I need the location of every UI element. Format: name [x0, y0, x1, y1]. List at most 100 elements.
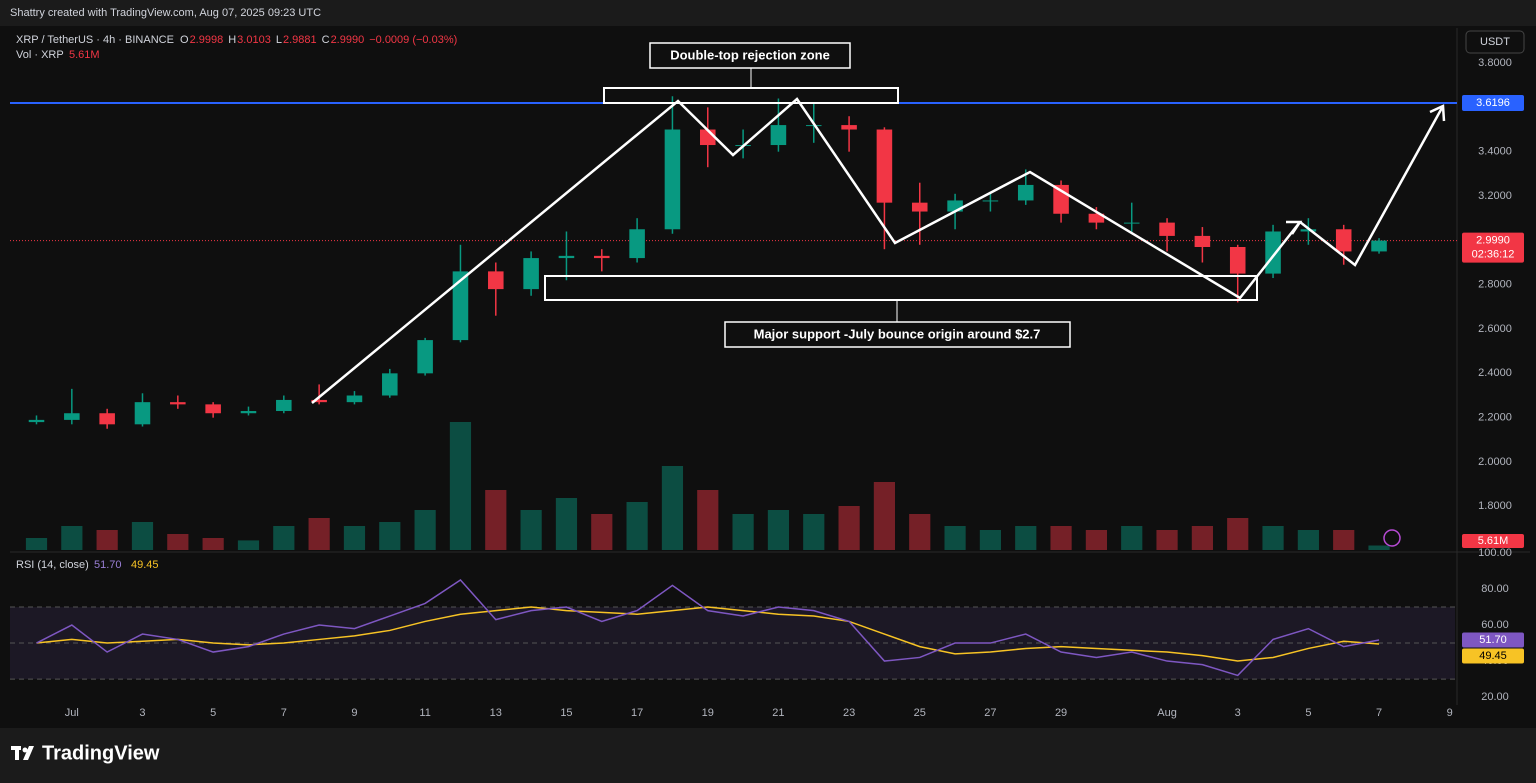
volume-bar	[1191, 526, 1213, 550]
candle-body	[911, 202, 928, 212]
y-tick-label: 2.2000	[1478, 412, 1512, 424]
candle-body	[170, 402, 186, 405]
legend-change: −0.0009 (−0.03%)	[369, 34, 457, 46]
resistance-tag-bg	[1462, 95, 1524, 112]
volume-bar	[803, 514, 825, 550]
volume-bar	[1227, 518, 1249, 550]
x-tick-label: 25	[914, 707, 926, 719]
volume-bar	[1015, 526, 1037, 550]
volume-tag-bg	[1462, 534, 1524, 548]
x-tick-label: 7	[1376, 707, 1382, 719]
volume-bar	[237, 540, 260, 550]
currency-label: USDT	[1480, 36, 1510, 48]
x-tick-label: 9	[351, 707, 357, 719]
volume-bar	[96, 530, 118, 550]
x-tick-label: 21	[772, 707, 784, 719]
rsi-ma-last: 49.45	[131, 559, 159, 571]
rsi-tick-label: 80.00	[1481, 583, 1509, 595]
candle-body	[629, 229, 645, 259]
symbol-title: XRP / TetherUS · 4h · BINANCE	[16, 34, 174, 46]
rsi-name: RSI (14, close)	[16, 559, 89, 571]
legend-value: 3.0103	[237, 34, 271, 46]
y-tick-label: 3.2000	[1478, 190, 1512, 202]
candle-body	[841, 125, 857, 130]
candle-body	[770, 125, 787, 146]
candle-body	[452, 271, 469, 341]
legend-value: 2.9998	[190, 34, 224, 46]
x-tick-label: 3	[1235, 707, 1241, 719]
header-text: Shattry created with TradingView.com, Au…	[10, 7, 321, 19]
volume-bar	[167, 534, 189, 550]
candle-body	[99, 413, 115, 425]
y-tick-label: 2.0000	[1478, 456, 1512, 468]
footer-logo: TradingView	[42, 742, 160, 764]
rsi-tick-label: 20.00	[1481, 691, 1509, 703]
volume-bar	[555, 498, 578, 550]
alert-icon[interactable]	[1383, 529, 1401, 547]
x-tick-label: Aug	[1157, 707, 1177, 719]
legend-value: 2.9990	[331, 34, 365, 46]
annotation: Double-top rejection zone	[670, 47, 830, 62]
candle-body	[276, 399, 292, 412]
volume-bar	[449, 422, 472, 550]
candle-body	[594, 255, 610, 259]
legend-value: 2.9881	[283, 34, 317, 46]
candle-body	[382, 373, 398, 396]
x-tick-label: Jul	[65, 707, 79, 719]
volume-bar	[1050, 526, 1072, 550]
candle-body	[417, 340, 433, 374]
candle-body	[1194, 235, 1211, 247]
x-tick-label: 27	[984, 707, 996, 719]
volume-bar	[1262, 526, 1284, 550]
candle-body	[523, 258, 539, 290]
x-tick-label: 7	[281, 707, 287, 719]
candle-body	[1371, 240, 1387, 252]
candle-body	[664, 129, 681, 230]
resistance-tag: 3.6196	[1476, 97, 1510, 109]
candle-body	[1300, 229, 1317, 232]
volume-bar	[379, 522, 401, 550]
candle-body	[346, 395, 363, 403]
x-tick-label: 3	[139, 707, 145, 719]
y-tick-label: 2.8000	[1478, 279, 1512, 291]
volume-bar	[838, 506, 860, 550]
candle-body	[1229, 246, 1246, 274]
candle-body	[134, 402, 151, 425]
candle-body	[1159, 222, 1175, 236]
legend-key: O	[180, 34, 189, 46]
volume-bar	[979, 530, 1002, 550]
volume-bar	[273, 526, 295, 550]
volume-bar	[131, 522, 154, 550]
support-zone	[544, 275, 1258, 301]
candle-body	[982, 200, 999, 202]
x-tick-label: 29	[1055, 707, 1067, 719]
y-tick-label: 2.6000	[1478, 323, 1512, 335]
currency-button[interactable]	[1465, 30, 1525, 54]
candle-body	[1088, 213, 1105, 223]
volume-bar	[202, 538, 224, 550]
volume-bar	[732, 514, 754, 550]
volume-bar	[909, 514, 931, 550]
volume-bar	[1156, 530, 1178, 550]
candle-body	[488, 271, 504, 290]
last-price-tag: 2.9990	[1476, 234, 1510, 246]
volume-name: Vol · XRP	[16, 49, 64, 61]
candle-body	[947, 200, 963, 212]
volume-last: 5.61M	[69, 49, 100, 61]
drawings	[311, 42, 1446, 404]
y-tick-label: 3.4000	[1478, 146, 1512, 158]
candle-body	[1123, 222, 1140, 224]
y-tick-label: 1.8000	[1478, 500, 1512, 512]
annotation: Major support -July bounce origin around…	[754, 326, 1041, 341]
header-bar	[0, 0, 1536, 26]
volume-bar	[591, 514, 613, 550]
x-tick-label: 13	[490, 707, 502, 719]
annotation-box	[649, 42, 851, 69]
rsi-ma-tag-bg	[1462, 648, 1524, 664]
rsi-tag: 51.70	[1479, 634, 1507, 646]
x-tick-label: 5	[1305, 707, 1311, 719]
countdown: 02:36:12	[1472, 248, 1515, 260]
volume-bar	[873, 482, 896, 550]
